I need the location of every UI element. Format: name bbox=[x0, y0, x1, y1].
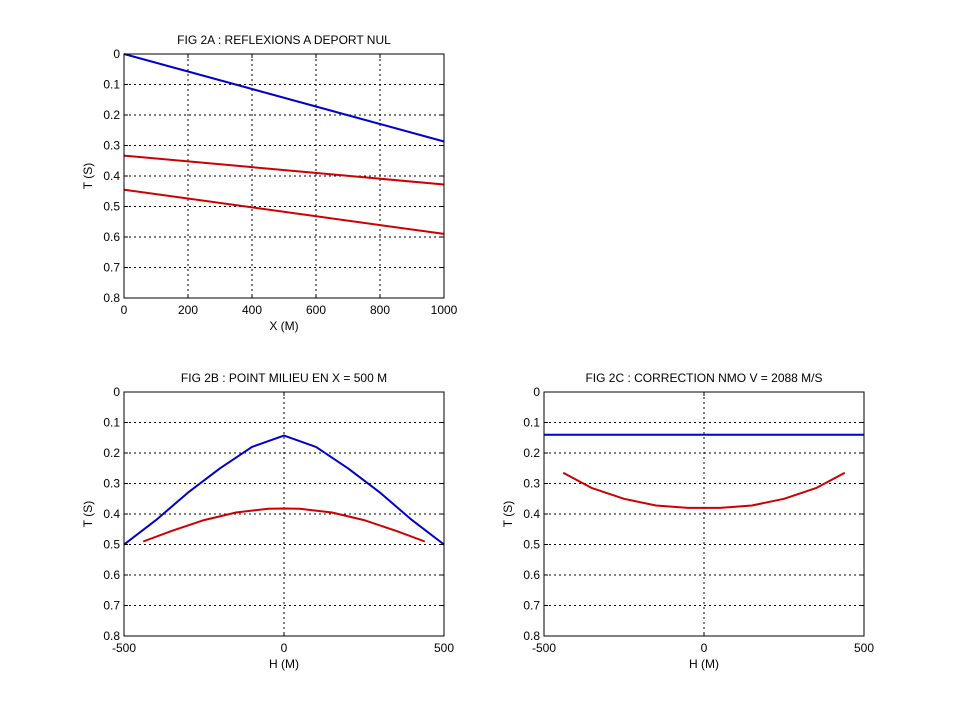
y-tick-label: 0.5 bbox=[103, 538, 120, 552]
x-tick-label: 500 bbox=[854, 641, 874, 655]
y-tick-label: 0.2 bbox=[103, 446, 120, 460]
y-tick-label: 0.6 bbox=[103, 568, 120, 582]
panel-title: FIG 2A : REFLEXIONS A DEPORT NUL bbox=[177, 33, 391, 47]
y-tick-label: 0 bbox=[113, 47, 120, 61]
x-tick-label: 400 bbox=[242, 303, 262, 317]
y-tick-label: 0.5 bbox=[103, 200, 120, 214]
y-tick-label: 0.4 bbox=[523, 507, 540, 521]
x-tick-label: 600 bbox=[306, 303, 326, 317]
x-tick-label: 800 bbox=[370, 303, 390, 317]
y-tick-label: 0 bbox=[113, 385, 120, 399]
series-line-1 bbox=[123, 434, 445, 546]
y-axis-label: T (S) bbox=[81, 501, 95, 527]
y-tick-label: 0.8 bbox=[103, 629, 120, 643]
y-tick-label: 0.8 bbox=[523, 629, 540, 643]
y-tick-label: 0.7 bbox=[103, 261, 120, 275]
y-axis-label: T (S) bbox=[81, 163, 95, 189]
x-axis-label: H (M) bbox=[689, 657, 719, 671]
y-tick-label: 0.3 bbox=[103, 139, 120, 153]
y-tick-label: 0.1 bbox=[103, 78, 120, 92]
y-tick-label: 0.2 bbox=[103, 108, 120, 122]
y-tick-label: 0.7 bbox=[103, 599, 120, 613]
x-tick-label: 200 bbox=[178, 303, 198, 317]
panel-fig-2c: FIG 2C : CORRECTION NMO V = 2088 M/S -50… bbox=[501, 371, 874, 671]
y-tick-label: 0.2 bbox=[523, 446, 540, 460]
y-axis-label: T (S) bbox=[501, 501, 515, 527]
panel-fig-2b: FIG 2B : POINT MILIEU EN X = 500 M -500 0… bbox=[81, 371, 454, 671]
y-tick-label: 0.4 bbox=[103, 169, 120, 183]
y-tick-label: 0.1 bbox=[523, 416, 540, 430]
x-axis-label: X (M) bbox=[269, 319, 298, 333]
y-tick-label: 0.4 bbox=[103, 507, 120, 521]
series-line-2 bbox=[142, 507, 426, 543]
y-tick-label: 0.3 bbox=[523, 477, 540, 491]
y-tick-label: 0.1 bbox=[103, 416, 120, 430]
x-tick-label: 500 bbox=[434, 641, 454, 655]
y-tick-label: 0.6 bbox=[103, 230, 120, 244]
panel-title: FIG 2B : POINT MILIEU EN X = 500 M bbox=[181, 371, 387, 385]
x-tick-label: 1000 bbox=[431, 303, 458, 317]
series-line-1 bbox=[123, 53, 445, 143]
series-line-2 bbox=[123, 154, 445, 186]
y-tick-label: 0.8 bbox=[103, 291, 120, 305]
x-axis-label: H (M) bbox=[269, 657, 299, 671]
x-tick-label: 0 bbox=[121, 303, 128, 317]
x-tick-label: 0 bbox=[281, 641, 288, 655]
y-tick-label: 0.6 bbox=[523, 568, 540, 582]
x-tick-label: -500 bbox=[112, 641, 136, 655]
series-line-3 bbox=[123, 188, 445, 235]
panel-title: FIG 2C : CORRECTION NMO V = 2088 M/S bbox=[585, 371, 822, 385]
x-tick-label: 0 bbox=[701, 641, 708, 655]
y-tick-label: 0.7 bbox=[523, 599, 540, 613]
y-tick-label: 0.3 bbox=[103, 477, 120, 491]
series-line-2 bbox=[562, 471, 846, 509]
y-tick-label: 0 bbox=[533, 385, 540, 399]
x-tick-label: -500 bbox=[532, 641, 556, 655]
y-tick-label: 0.5 bbox=[523, 538, 540, 552]
panel-fig-2a: FIG 2A : REFLEXIONS A DEPORT NUL 0 200 400… bbox=[81, 33, 458, 333]
